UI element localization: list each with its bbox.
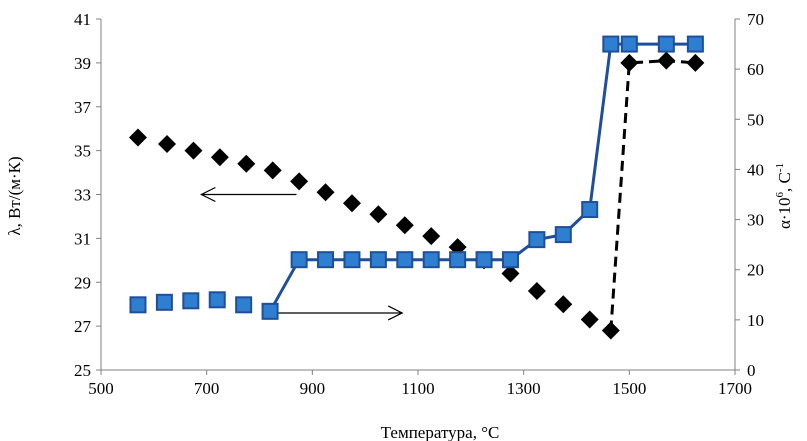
series-1-point: [129, 296, 147, 314]
series-1-point: [422, 251, 440, 269]
y-left-tick-label: 37: [74, 98, 92, 117]
series-0-point: [620, 53, 639, 72]
series-1-point: [475, 251, 493, 269]
y-right-axis-title: α·106, С-1: [774, 163, 794, 229]
y-right-title-unit: , С: [775, 172, 794, 192]
series-1-point: [343, 251, 361, 269]
series-1-point: [581, 201, 599, 219]
y-right-tick-label: 10: [747, 311, 764, 330]
y-right-title-exp: 6: [774, 191, 786, 197]
y-right-tick-label: 60: [747, 60, 764, 79]
series-0-point: [290, 172, 309, 191]
series-0-point: [686, 53, 705, 72]
x-tick-label: 500: [88, 379, 114, 398]
y-left-tick-label: 29: [74, 273, 91, 292]
y-left-tick-label: 25: [74, 361, 91, 380]
series-1-point: [657, 35, 675, 53]
series-0-point: [422, 227, 441, 246]
series-0-point: [580, 310, 599, 329]
series-lines: [268, 42, 696, 331]
axes: [96, 18, 740, 375]
series-1-point: [554, 226, 572, 244]
x-axis-title: Температура, °C: [381, 423, 500, 441]
y-right-title-base: α·10: [775, 197, 794, 229]
y-right-tick-label: 70: [747, 10, 764, 29]
series-1-point: [235, 296, 253, 314]
series-1-point: [449, 251, 467, 269]
y-left-axis-title: λ, Вт/(м·К): [5, 156, 24, 235]
series-1-point: [182, 292, 200, 310]
x-tick-label: 900: [300, 379, 326, 398]
series-1-point: [686, 35, 704, 53]
series-1-point: [208, 291, 226, 309]
series-0-point: [128, 128, 147, 147]
x-tick-label: 1500: [612, 379, 646, 398]
series-1-point: [290, 251, 308, 269]
series-0-point: [554, 295, 573, 314]
series-0-point: [237, 154, 256, 173]
series-1-point: [620, 35, 638, 53]
y-right-tick-label: 20: [747, 261, 764, 280]
y-left-tick-label: 39: [74, 54, 91, 73]
series-1-point: [528, 231, 546, 249]
series-0-point: [158, 135, 177, 154]
series-0-point: [501, 264, 520, 283]
y-right-tick-label: 30: [747, 211, 764, 230]
annotations: [200, 186, 404, 321]
series-1-point: [261, 302, 279, 320]
x-tick-label: 700: [194, 379, 220, 398]
x-tick-label: 1100: [401, 379, 434, 398]
x-tick-label: 1700: [718, 379, 752, 398]
series-0-point: [184, 141, 203, 160]
series-1-point: [369, 251, 387, 269]
series-1-point: [501, 251, 519, 269]
y-left-tick-label: 33: [74, 186, 91, 205]
y-right-tick-label: 50: [747, 110, 764, 129]
y-left-tick-label: 27: [74, 317, 92, 336]
y-left-tick-label: 31: [74, 229, 91, 248]
arrow-1-head: [387, 305, 404, 321]
series-0-point: [342, 194, 361, 213]
series-1-point: [155, 293, 173, 311]
y-left-tick-label: 41: [74, 10, 91, 29]
series-0-line-0: [609, 59, 696, 331]
series-0-point: [657, 51, 676, 70]
x-tick-label: 1300: [507, 379, 541, 398]
y-right-tick-label: 0: [747, 361, 756, 380]
series-0-point: [210, 148, 229, 167]
tick-labels: 500 700 900 1100 1300 1500 1700252729313335373…: [74, 10, 764, 398]
series-0-point: [601, 321, 620, 340]
y-right-tick-label: 40: [747, 160, 764, 179]
series-1-point: [317, 251, 335, 269]
y-right-title-unit-exp: -1: [774, 163, 786, 172]
series-0-point: [316, 183, 335, 202]
series-1-point: [396, 251, 414, 269]
series-1-point: [602, 35, 620, 53]
arrow-0-head: [200, 186, 216, 203]
series-0-point: [527, 282, 546, 301]
series-markers: [128, 35, 705, 340]
series-0-point: [263, 161, 282, 180]
series-1-line-0: [268, 42, 696, 313]
series-0-point: [395, 216, 414, 235]
series-0-point: [369, 205, 388, 224]
y-left-tick-label: 35: [74, 142, 91, 161]
